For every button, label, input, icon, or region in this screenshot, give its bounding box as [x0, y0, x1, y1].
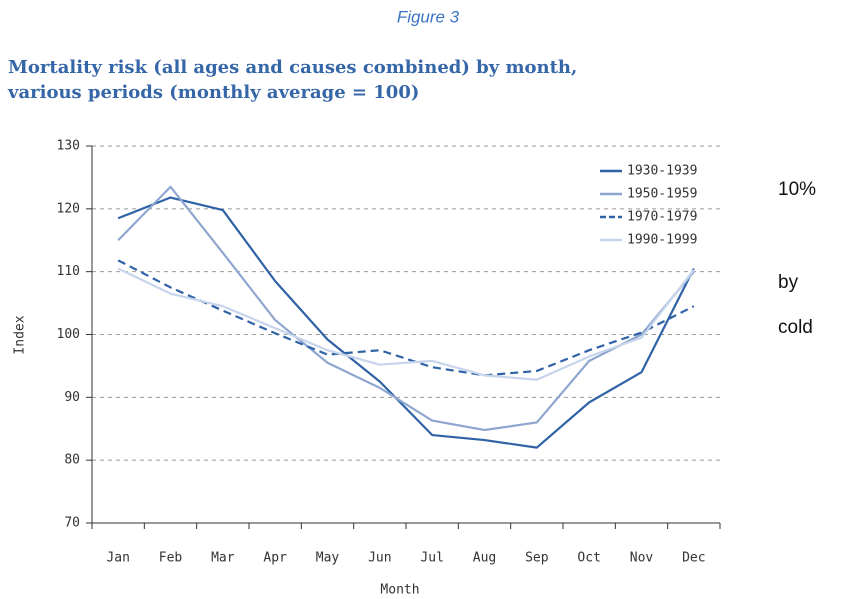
legend-label: 1950-1959 — [627, 187, 697, 202]
y-tick-label: 70 — [64, 516, 80, 531]
y-tick-label: 110 — [57, 264, 80, 279]
y-tick-label: 100 — [57, 327, 80, 342]
series-line — [117, 259, 695, 377]
y-tick-label: 130 — [57, 139, 80, 154]
x-tick-label: Apr — [263, 551, 287, 566]
x-tick-label: Dec — [682, 551, 705, 566]
y-tick-label: 80 — [64, 453, 80, 468]
legend-label: 1970-1979 — [627, 210, 697, 225]
side-text: by — [778, 272, 799, 293]
x-tick-label: Oct — [577, 551, 600, 566]
y-tick-label: 120 — [57, 201, 80, 216]
chart-title: Mortality risk (all ages and causes comb… — [8, 57, 577, 78]
x-tick-label: May — [316, 551, 340, 566]
side-text: cold — [778, 317, 813, 338]
x-tick-label: Sep — [525, 551, 549, 566]
legend-label: 1930-1939 — [627, 164, 697, 179]
chart-title: various periods (monthly average = 100) — [7, 82, 419, 103]
y-tick-label: 90 — [64, 390, 80, 405]
x-tick-label: Jul — [420, 551, 443, 566]
x-tick-label: Jun — [368, 551, 391, 566]
x-tick-label: Mar — [211, 551, 235, 566]
y-axis-label: Index — [13, 315, 28, 354]
series-line — [117, 267, 695, 381]
x-tick-label: Aug — [473, 551, 496, 566]
series-line — [117, 196, 695, 449]
x-tick-label: Jan — [106, 551, 129, 566]
x-axis-label: Month — [380, 583, 419, 598]
series-line — [117, 185, 695, 432]
x-tick-label: Feb — [159, 551, 183, 566]
x-tick-label: Nov — [630, 551, 654, 566]
legend-label: 1990-1999 — [627, 233, 697, 248]
figure-label: Figure 3 — [397, 7, 460, 26]
side-text: 10% — [778, 179, 816, 200]
